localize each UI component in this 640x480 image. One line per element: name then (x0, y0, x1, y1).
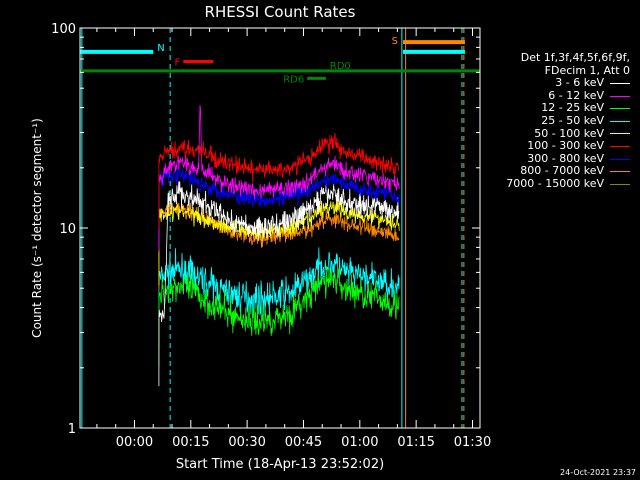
series-line-100-300-kev (158, 132, 400, 229)
legend-entry: 300 - 800 keV (490, 151, 636, 166)
instrument-flag-label-f: F (175, 57, 181, 68)
legend-entry-label: 100 - 300 keV (527, 139, 604, 153)
legend-attenuator-info: FDecim 1, Att 0 (544, 63, 630, 77)
instrument-flag-label-rd6: RD6 (283, 74, 304, 85)
y-axis-label: Count Rate (s⁻¹ detector segment⁻¹) (30, 118, 44, 338)
legend-entry: 100 - 300 keV (490, 140, 636, 153)
legend-swatch (610, 171, 630, 173)
instrument-flag-label-n: N (157, 43, 164, 54)
legend-entry-label: 25 - 50 keV (541, 113, 604, 127)
generated-timestamp: 24-Oct-2021 23:37 (560, 468, 636, 477)
legend-swatch (610, 82, 630, 84)
legend-entry: 6 - 12 keV (490, 88, 636, 103)
chart-title: RHESSI Count Rates (205, 3, 356, 21)
x-tick-label: 00:45 (285, 435, 322, 450)
legend-entry: 25 - 50 keV (490, 113, 636, 128)
legend-entry-label: 12 - 25 keV (541, 101, 604, 115)
legend-swatch (610, 145, 630, 147)
legend-entry-label: 3 - 6 keV (555, 76, 604, 90)
series-line-300-800-kev (158, 164, 400, 249)
legend-entry-label: 800 - 7000 keV (520, 164, 604, 178)
series-line-3-6-kev (158, 181, 400, 387)
legend-swatch (610, 158, 630, 160)
y-tick-label: 10 (59, 222, 76, 237)
x-tick-label: 01:15 (397, 435, 434, 450)
legend-entry: 12 - 25 keV (490, 102, 636, 115)
plot-frame (79, 27, 481, 429)
x-tick-label: 01:30 (454, 435, 491, 450)
legend-entry-label: 50 - 100 keV (534, 126, 604, 140)
legend-swatch (610, 183, 630, 185)
legend-entry: 7000 - 15000 keV (490, 176, 636, 191)
series-line-25-50-kev (158, 247, 400, 350)
legend-swatch (610, 120, 630, 122)
legend-entry-label: 6 - 12 keV (548, 88, 604, 102)
x-tick-label: 01:00 (341, 435, 378, 450)
legend-entry: 800 - 7000 keV (490, 165, 636, 178)
legend-entry-label: 300 - 800 keV (527, 151, 604, 165)
instrument-flag-label-rd0: RD0 (330, 61, 351, 72)
y-tick-label: 100 (51, 22, 76, 37)
legend: Det 1f,3f,4f,5f,6f,9f, FDecim 1, Att 0 3… (490, 51, 636, 191)
series-line-12-25-kev (158, 266, 400, 367)
x-tick-label: 00:00 (116, 435, 153, 450)
legend-swatch (610, 133, 630, 135)
x-tick-label: 00:15 (172, 435, 209, 450)
legend-detector-info: Det 1f,3f,4f,5f,6f,9f, (520, 51, 630, 64)
instrument-flag-label-s: S (392, 36, 398, 47)
legend-swatch (610, 108, 630, 110)
legend-entry: 3 - 6 keV (490, 77, 636, 90)
x-tick-label: 00:30 (228, 435, 265, 450)
y-tick-label: 1 (68, 422, 76, 437)
x-axis-label: Start Time (18-Apr-13 23:52:02) (176, 457, 384, 472)
legend-swatch (610, 95, 630, 97)
legend-entry: 50 - 100 keV (490, 126, 636, 141)
series-line-6-12-kev (158, 105, 400, 252)
legend-entry-label: 7000 - 15000 keV (506, 176, 604, 190)
